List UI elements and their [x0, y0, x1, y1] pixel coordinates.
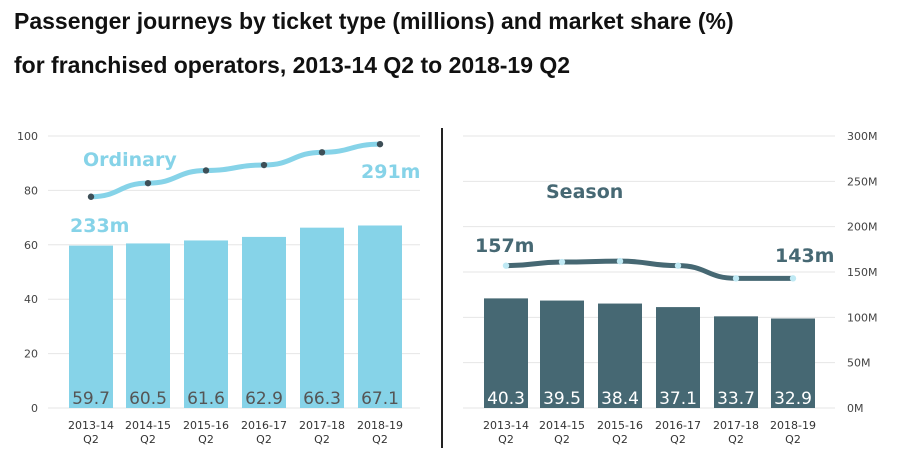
season-bar-value-label: 33.7	[717, 389, 755, 409]
ordinary-bar	[126, 243, 170, 408]
season-series-label: Season	[546, 181, 623, 203]
ordinary-x-tick-sublabel: Q2	[372, 433, 388, 446]
ordinary-line-point	[376, 140, 384, 148]
season-x-tick-sublabel: Q2	[728, 433, 744, 446]
right-y-tick-label: 0M	[847, 402, 864, 415]
ordinary-line-point	[260, 161, 268, 169]
ordinary-x-tick-sublabel: Q2	[83, 433, 99, 446]
left-y-tick-label: 20	[24, 348, 38, 361]
ordinary-x-tick-sublabel: Q2	[256, 433, 272, 446]
right-y-tick-label: 250M	[847, 175, 878, 188]
left-y-tick-label: 40	[24, 293, 38, 306]
season-bar	[484, 298, 528, 408]
season-bar	[714, 316, 758, 408]
ordinary-journeys-line	[88, 141, 383, 200]
ordinary-x-tick-label: 2016-17	[241, 419, 287, 432]
season-x-tick-sublabel: Q2	[554, 433, 570, 446]
season-bar	[771, 318, 815, 408]
ordinary-series-label: Ordinary	[83, 149, 177, 171]
ordinary-bar-value-label: 66.3	[303, 389, 341, 409]
ordinary-x-tick-sublabel: Q2	[198, 433, 214, 446]
season-line-point	[674, 262, 682, 269]
season-bar-value-label: 39.5	[543, 389, 581, 409]
ordinary-bar	[184, 240, 228, 408]
ordinary-line-point	[202, 167, 210, 174]
right-y-tick-label: 200M	[847, 221, 878, 234]
season-end-label: 143m	[775, 245, 834, 267]
ordinary-x-tick-sublabel: Q2	[314, 433, 330, 446]
left-y-tick-label: 80	[24, 184, 38, 197]
ordinary-bar	[358, 225, 402, 408]
season-journeys-line	[503, 258, 796, 281]
ordinary-bar	[242, 236, 286, 408]
season-x-tick-sublabel: Q2	[498, 433, 514, 446]
season-line-point	[732, 275, 740, 282]
ordinary-x-tick-label: 2013-14	[68, 419, 114, 432]
season-line-point	[502, 262, 510, 269]
left-y-tick-label: 60	[24, 239, 38, 252]
left-y-tick-label: 0	[31, 402, 38, 415]
season-x-tick-label: 2015-16	[597, 419, 643, 432]
ordinary-bar-value-label: 61.6	[187, 389, 225, 409]
season-x-tick-label: 2013-14	[483, 419, 529, 432]
season-line-point	[558, 258, 566, 266]
ordinary-line-point	[144, 179, 152, 187]
ordinary-bar-value-label: 62.9	[245, 389, 283, 409]
ordinary-bar	[300, 227, 344, 408]
season-bar	[540, 300, 584, 408]
season-x-tick-label: 2016-17	[655, 419, 701, 432]
left-y-tick-label: 100	[17, 130, 38, 143]
season-x-tick-sublabel: Q2	[612, 433, 628, 446]
ordinary-x-tick-label: 2017-18	[299, 419, 345, 432]
chart-title-line-1: Passenger journeys by ticket type (milli…	[14, 8, 734, 34]
season-x-tick-sublabel: Q2	[785, 433, 801, 446]
ordinary-x-tick-label: 2018-19	[357, 419, 403, 432]
ordinary-x-tick-sublabel: Q2	[140, 433, 156, 446]
ordinary-line-point	[87, 193, 95, 200]
season-x-tick-label: 2017-18	[713, 419, 759, 432]
season-bar-value-label: 40.3	[487, 389, 525, 409]
season-bar	[598, 303, 642, 408]
ordinary-bar-value-label: 59.7	[72, 389, 110, 409]
right-y-tick-label: 50M	[847, 357, 871, 370]
season-x-tick-sublabel: Q2	[670, 433, 686, 446]
season-line-point	[789, 275, 797, 282]
season-x-tick-label: 2018-19	[770, 419, 816, 432]
right-y-tick-label: 150M	[847, 266, 878, 279]
season-bar	[656, 307, 700, 408]
right-y-tick-label: 100M	[847, 311, 878, 324]
right-y-tick-label: 300M	[847, 130, 878, 143]
ordinary-x-tick-label: 2014-15	[125, 419, 171, 432]
season-start-label: 157m	[475, 235, 534, 257]
season-bar-value-label: 37.1	[659, 389, 697, 409]
chart-title-line-2: for franchised operators, 2013-14 Q2 to …	[14, 52, 571, 78]
ordinary-bar-value-label: 60.5	[129, 389, 167, 409]
season-line-point	[616, 257, 624, 265]
ordinary-line-point	[318, 149, 326, 156]
season-x-tick-label: 2014-15	[539, 419, 585, 432]
ordinary-bar	[69, 245, 113, 408]
season-bar-value-label: 38.4	[601, 389, 639, 409]
ordinary-end-label: 291m	[361, 161, 420, 183]
ordinary-bar-value-label: 67.1	[361, 389, 399, 409]
season-bar-value-label: 32.9	[774, 389, 812, 409]
ordinary-start-label: 233m	[70, 215, 129, 237]
ordinary-x-tick-label: 2015-16	[183, 419, 229, 432]
